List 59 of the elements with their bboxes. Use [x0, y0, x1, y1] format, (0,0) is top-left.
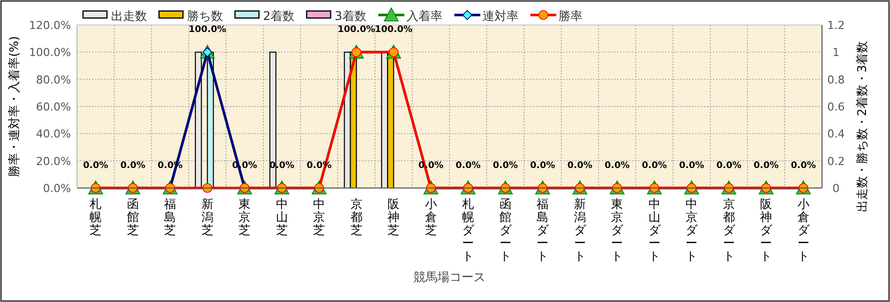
y-tick-label: 80.0% — [36, 73, 71, 86]
data-label: 0.0% — [679, 161, 704, 171]
data-label: 0.0% — [604, 161, 630, 171]
x-tick-label: 中京芝 — [313, 197, 326, 237]
y-tick-label: 0.0% — [43, 182, 71, 195]
data-label: 0.0% — [530, 161, 556, 171]
x-tick-label: 小倉芝 — [424, 197, 437, 237]
y2-tick-label: 0.4 — [827, 128, 845, 141]
legend-label: 出走数 — [111, 9, 147, 23]
x-tick-label: 函館ダート — [499, 197, 512, 263]
data-label: 0.0% — [790, 161, 816, 171]
y2-tick-label: 0.2 — [827, 154, 845, 168]
y2-axis-title: 出走数・勝ち数・2着数・3着数 — [855, 40, 869, 212]
x-tick-label: 阪神ダート — [760, 197, 774, 263]
data-label: 0.0% — [456, 161, 481, 171]
data-label: 0.0% — [716, 161, 742, 171]
legend-label: 2着数 — [263, 9, 295, 23]
y-axis-title: 勝率・連対率・入着率(%) — [7, 36, 21, 177]
legend-label: 入着率 — [406, 9, 442, 23]
x-axis-title: 競馬場コース — [414, 270, 486, 284]
x-tick-label: 京都ダート — [722, 197, 736, 263]
data-label: 100.0% — [338, 25, 376, 36]
x-tick-label: 中山ダート — [648, 197, 662, 263]
x-tick-label: 小倉ダート — [797, 197, 810, 263]
y2-tick-label: 1.2 — [827, 19, 845, 32]
x-tick-label: 札幌芝 — [90, 197, 102, 237]
y2-tick-label: 0.8 — [827, 73, 845, 86]
y-tick-label: 40.0% — [36, 128, 71, 141]
data-label: 100.0% — [188, 25, 226, 36]
x-tick-label: 京都芝 — [350, 197, 362, 237]
y-tick-label: 20.0% — [36, 154, 71, 168]
x-tick-label: 福島ダート — [536, 197, 550, 263]
x-tick-label: 東京ダート — [611, 197, 624, 263]
x-tick-label: 阪神芝 — [388, 197, 400, 237]
x-tick-label: 東京芝 — [238, 197, 251, 237]
y-tick-label: 100.0% — [29, 46, 71, 60]
x-tick-label: 中京ダート — [686, 197, 699, 263]
y2-tick-label: 0.6 — [827, 100, 845, 114]
y-tick-label: 60.0% — [36, 100, 71, 114]
data-label: 0.0% — [492, 161, 518, 171]
y2-tick-label: 1 — [832, 46, 840, 60]
x-tick-label: 新潟ダート — [574, 197, 587, 263]
legend-label: 勝ち数 — [187, 9, 223, 23]
y-tick-label: 120.0% — [29, 19, 71, 32]
x-tick-label: 新潟芝 — [201, 197, 214, 237]
legend-label: 勝率 — [558, 9, 582, 23]
data-label: 100.0% — [374, 25, 412, 36]
legend-label: 連対率 — [482, 9, 518, 23]
data-label: 0.0% — [642, 161, 667, 171]
data-label: 0.0% — [754, 161, 779, 171]
data-label: 0.0% — [120, 161, 146, 171]
x-tick-label: 函館芝 — [126, 197, 139, 237]
data-label: 0.0% — [567, 161, 592, 171]
x-tick-label: 札幌ダート — [462, 197, 476, 263]
y2-tick-label: 0 — [832, 182, 840, 195]
x-tick-label: 福島芝 — [164, 197, 176, 237]
x-tick-label: 中山芝 — [276, 197, 288, 237]
data-label: 0.0% — [83, 161, 108, 171]
legend-label: 3着数 — [334, 9, 366, 23]
